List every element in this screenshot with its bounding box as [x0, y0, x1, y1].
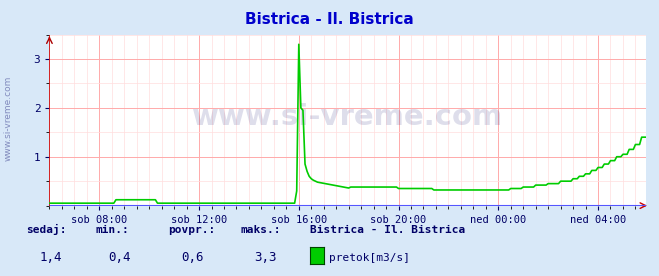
- Text: min.:: min.:: [96, 225, 129, 235]
- Text: 0,4: 0,4: [109, 251, 131, 264]
- Text: 3,3: 3,3: [254, 251, 276, 264]
- Text: sedaj:: sedaj:: [26, 224, 67, 235]
- Text: pretok[m3/s]: pretok[m3/s]: [330, 253, 411, 263]
- Text: www.si-vreme.com: www.si-vreme.com: [192, 103, 503, 131]
- Text: Bistrica - Il. Bistrica: Bistrica - Il. Bistrica: [245, 12, 414, 27]
- Text: maks.:: maks.:: [241, 225, 281, 235]
- Text: 1,4: 1,4: [40, 251, 62, 264]
- Text: povpr.:: povpr.:: [168, 225, 215, 235]
- Text: www.si-vreme.com: www.si-vreme.com: [4, 76, 13, 161]
- Text: Bistrica - Il. Bistrica: Bistrica - Il. Bistrica: [310, 225, 465, 235]
- Text: 0,6: 0,6: [181, 251, 204, 264]
